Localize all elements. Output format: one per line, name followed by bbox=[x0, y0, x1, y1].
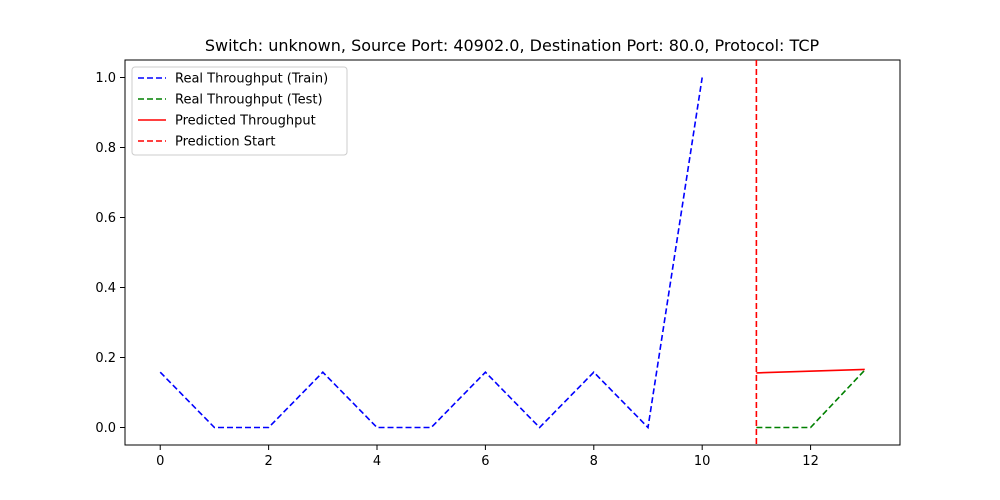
x-tick-label: 12 bbox=[802, 454, 819, 469]
y-tick-label: 0.4 bbox=[95, 281, 116, 296]
series-line-1 bbox=[756, 369, 866, 429]
y-tick-label: 1.0 bbox=[95, 71, 116, 86]
series-line-2 bbox=[756, 368, 865, 374]
legend-label: Real Throughput (Train) bbox=[175, 72, 328, 87]
legend-label: Prediction Start bbox=[175, 135, 275, 150]
x-tick-label: 0 bbox=[156, 454, 164, 469]
series-layer bbox=[159, 60, 866, 445]
x-tick-label: 10 bbox=[694, 454, 711, 469]
legend: Real Throughput (Train) Real Throughput (… bbox=[131, 66, 348, 156]
plot-area bbox=[124, 59, 901, 446]
y-tick-label: 0.2 bbox=[95, 351, 116, 366]
legend-label: Real Throughput (Test) bbox=[175, 93, 323, 108]
x-tick-label: 6 bbox=[481, 454, 489, 469]
y-tick-label: 0.8 bbox=[95, 141, 116, 156]
legend-box bbox=[131, 66, 348, 156]
y-tick-label: 0.0 bbox=[95, 421, 116, 436]
x-tick-label: 4 bbox=[373, 454, 381, 469]
legend-label: Predicted Throughput bbox=[175, 114, 316, 129]
series-line-0 bbox=[159, 77, 703, 430]
x-tick-label: 8 bbox=[590, 454, 598, 469]
chart-title: Switch: unknown, Source Port: 40902.0, D… bbox=[205, 36, 820, 55]
y-axis: 0.0 0.2 0.4 0.6 0.8 1.0 bbox=[95, 71, 125, 436]
x-axis: 0 2 4 6 8 10 12 bbox=[156, 445, 819, 469]
y-tick-label: 0.6 bbox=[95, 211, 116, 226]
x-tick-label: 2 bbox=[264, 454, 272, 469]
